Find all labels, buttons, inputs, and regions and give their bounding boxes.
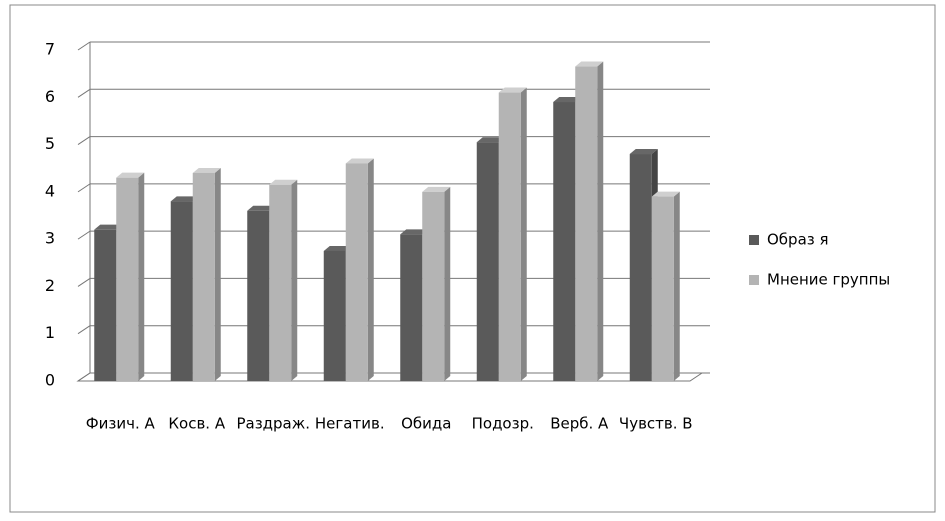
bar-side	[520, 87, 527, 382]
x-tick-label: Раздраж.	[236, 415, 310, 433]
x-tick-label: Негатив.	[315, 415, 385, 433]
bar-top	[116, 172, 145, 178]
y-tick-label: 1	[45, 323, 55, 342]
bar-top	[94, 224, 123, 230]
bar	[422, 191, 445, 381]
bar	[345, 163, 368, 381]
bar-top	[651, 191, 680, 197]
grid-line	[77, 136, 91, 145]
bar-side	[673, 191, 680, 381]
legend-swatch	[749, 235, 759, 245]
bar	[269, 184, 292, 381]
bar	[629, 154, 652, 381]
x-tick-label: Обида	[401, 415, 451, 433]
legend-swatch	[749, 275, 759, 285]
bar-top	[323, 245, 352, 251]
grid-line	[77, 183, 91, 193]
y-tick-label: 6	[45, 87, 55, 106]
grid-line	[77, 41, 91, 51]
bar	[247, 210, 270, 381]
bar	[553, 102, 576, 381]
grid-line	[77, 372, 91, 382]
bar-top	[476, 137, 505, 143]
bar-side	[597, 61, 604, 382]
grid-line	[77, 278, 91, 287]
bar-side	[138, 172, 145, 381]
legend-label: Мнение группы	[767, 271, 890, 289]
x-tick-label: Подозр.	[472, 415, 534, 433]
bar-side	[367, 158, 374, 381]
bar	[651, 196, 674, 381]
bar	[498, 92, 521, 382]
bar-top	[400, 229, 429, 235]
bar	[116, 177, 139, 381]
y-tick-label: 2	[45, 276, 55, 295]
bar-top	[553, 97, 582, 103]
chart-border	[9, 4, 936, 513]
y-tick-label: 0	[45, 371, 55, 390]
bar-top	[345, 158, 374, 164]
bar-top	[170, 196, 199, 202]
grid-line	[77, 88, 91, 98]
bar-top	[192, 167, 221, 173]
bar-top	[629, 149, 658, 155]
bar	[476, 142, 499, 381]
y-tick-label: 7	[45, 40, 55, 59]
y-tick-label: 5	[45, 134, 55, 153]
legend-label: Образ я	[767, 231, 829, 249]
bar-top	[422, 186, 451, 192]
bar	[575, 66, 598, 382]
bar-side	[291, 179, 298, 381]
bar	[192, 172, 215, 381]
bar-side	[214, 167, 221, 381]
grid-line	[77, 230, 91, 240]
bar	[94, 229, 117, 381]
x-tick-label: Чувств. В	[619, 415, 693, 433]
bar	[323, 250, 346, 381]
bar-top	[247, 205, 276, 211]
grid-line	[77, 325, 91, 335]
x-tick-label: Физич. А	[86, 415, 156, 433]
x-tick-label: Косв. А	[168, 415, 225, 433]
bar-top	[269, 179, 298, 185]
bar-top	[575, 61, 604, 67]
y-tick-label: 3	[45, 229, 55, 248]
bar-side	[444, 186, 451, 381]
x-tick-label: Верб. А	[550, 415, 609, 433]
bar	[400, 234, 423, 381]
bar	[170, 201, 193, 381]
bar-top	[498, 87, 527, 93]
y-tick-label: 4	[45, 181, 55, 200]
